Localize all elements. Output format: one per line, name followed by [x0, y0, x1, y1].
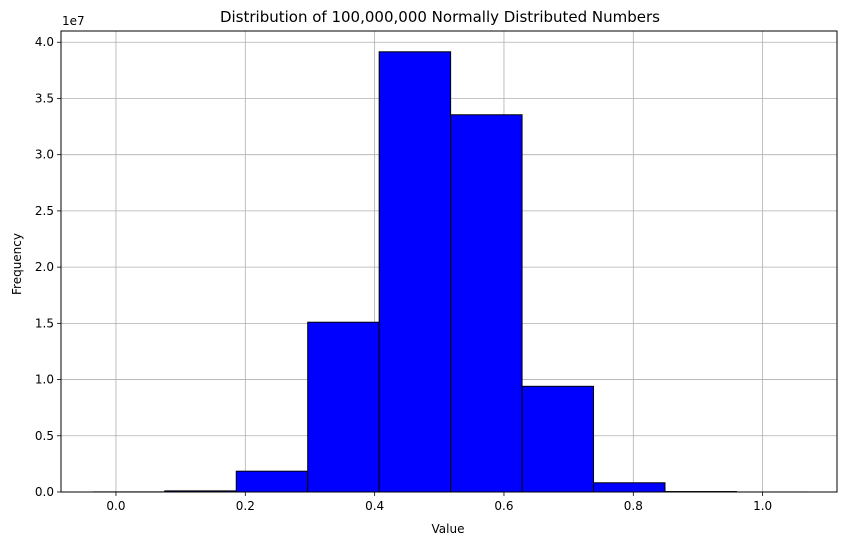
x-tick-label: 0.4: [365, 499, 384, 513]
y-offset-label: 1e7: [62, 14, 85, 28]
histogram-bar: [235, 470, 309, 493]
y-tick-label: 0.5: [35, 429, 54, 443]
y-ticks: 0.0 0.5 1.0 1.5 2.0 2.5 3.0 3.5 4.0: [35, 35, 61, 499]
x-tick-label: 0.0: [106, 499, 125, 513]
y-tick-label: 3.5: [35, 91, 54, 105]
x-tick-label: 0.2: [236, 499, 255, 513]
y-tick-label: 3.0: [35, 148, 54, 162]
x-tick-label: 0.8: [624, 499, 643, 513]
plot-frame: [60, 30, 838, 493]
histogram-bar: [307, 321, 380, 493]
y-axis-label: Frequency: [10, 233, 24, 295]
y-tick-label: 0.0: [35, 485, 54, 499]
y-tick-label: 4.0: [35, 35, 54, 49]
x-tick-label: 1.0: [753, 499, 772, 513]
y-tick-label: 1.0: [35, 373, 54, 387]
chart-title: Distribution of 100,000,000 Normally Dis…: [220, 8, 660, 26]
x-ticks: 0.0 0.2 0.4 0.6 0.8 1.0: [106, 492, 772, 513]
histogram-bar: [450, 114, 523, 493]
y-tick-label: 2.0: [35, 260, 54, 274]
bars: [92, 51, 809, 493]
histogram-bar: [378, 51, 452, 493]
histogram-bar: [593, 482, 666, 493]
x-axis-label: Value: [432, 522, 465, 536]
y-tick-label: 1.5: [35, 316, 54, 330]
y-tick-label: 2.5: [35, 204, 54, 218]
histogram-bar: [521, 385, 595, 493]
x-tick-label: 0.6: [494, 499, 513, 513]
